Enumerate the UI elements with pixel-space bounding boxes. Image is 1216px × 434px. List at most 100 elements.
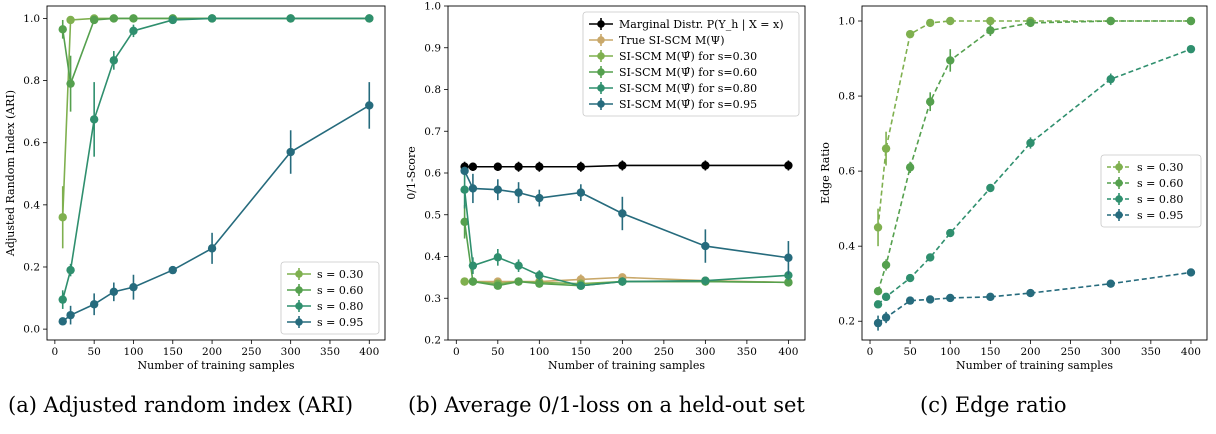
data-point — [468, 261, 478, 270]
legend-label: True SI-SCM M(Ψ) — [619, 34, 725, 47]
data-point — [986, 292, 995, 302]
series-line — [463, 221, 789, 287]
data-point — [1186, 268, 1196, 277]
data-point — [905, 29, 915, 39]
data-point — [1106, 279, 1115, 288]
y-tick-label: 1.0 — [838, 16, 855, 28]
data-point — [468, 184, 478, 193]
data-point — [109, 14, 119, 23]
data-point — [1186, 44, 1196, 54]
y-tick-label: 0.4 — [424, 251, 441, 263]
data-point — [89, 15, 99, 25]
x-tick-label: 150 — [571, 346, 591, 358]
chart-b-score: 0 50 100 150 200 250 300 350 400 0.2 0.3 0.4 0.5 0.6 0… — [405, 1, 806, 372]
data-point — [925, 253, 935, 262]
data-point — [535, 279, 544, 288]
x-tick-label: 250 — [241, 346, 261, 358]
y-axis-label: Adjusted Random Index (ARI) — [4, 90, 17, 257]
data-point — [881, 292, 891, 302]
data-point — [784, 271, 793, 280]
series-line — [61, 17, 370, 300]
y-tick-label: 0.9 — [424, 42, 441, 54]
data-point — [946, 293, 955, 303]
y-tick-label: 0.4 — [838, 241, 855, 253]
legend-marker — [295, 286, 303, 294]
data-point — [925, 97, 935, 106]
legend-box — [280, 261, 380, 335]
series-group — [460, 170, 793, 290]
data-point — [905, 296, 915, 305]
y-tick-label: 0.7 — [424, 126, 441, 138]
legend-label: SI-SCM M(Ψ̂) for s=0.95 — [619, 98, 757, 111]
series-group — [460, 273, 793, 287]
data-point — [129, 282, 138, 292]
data-point — [946, 16, 955, 26]
x-tick-label: 300 — [1101, 346, 1121, 358]
data-point — [784, 278, 793, 287]
y-tick-label: 0.2 — [838, 316, 855, 328]
data-point — [66, 79, 75, 88]
data-point — [784, 253, 793, 262]
data-point — [493, 185, 503, 194]
data-point — [109, 56, 119, 65]
legend-marker — [1115, 195, 1123, 203]
data-point — [535, 162, 544, 171]
series-group — [873, 44, 1196, 309]
data-point — [784, 161, 793, 170]
data-point — [460, 185, 469, 194]
y-tick-label: 0.4 — [23, 199, 40, 211]
data-point — [286, 14, 295, 23]
legend-marker — [1115, 163, 1123, 171]
legend-label: SI-SCM M(Ψ̂) for s=0.60 — [619, 66, 757, 79]
x-tick-label: 200 — [202, 346, 222, 358]
legend-label: s = 0.95 — [1137, 209, 1183, 222]
y-tick-label: 0.6 — [23, 137, 40, 149]
x-axis-label: Number of training samples — [956, 359, 1113, 372]
legend-marker — [597, 36, 605, 44]
data-point — [925, 18, 935, 28]
legend-label: s = 0.30 — [317, 268, 363, 281]
data-point — [576, 162, 586, 171]
data-point — [873, 318, 883, 328]
data-point — [925, 295, 935, 304]
y-axis-label: Edge Ratio — [819, 142, 832, 204]
legend-label: SI-SCM M(Ψ̂) for s=0.80 — [619, 82, 757, 95]
data-point — [168, 265, 177, 275]
x-tick-label: 0 — [52, 346, 59, 358]
data-point — [66, 15, 75, 25]
caption-b: (b) Average 0/1-loss on a held-out set — [408, 393, 805, 417]
data-point — [576, 281, 586, 290]
y-tick-label: 0.2 — [424, 335, 441, 347]
data-point — [514, 261, 523, 270]
y-tick-label: 0.8 — [424, 84, 441, 96]
y-tick-label: 1.0 — [23, 13, 40, 25]
x-tick-label: 350 — [737, 346, 757, 358]
data-point — [1106, 74, 1115, 84]
series-line — [877, 271, 1192, 324]
data-point — [701, 276, 710, 285]
data-point — [881, 144, 891, 153]
legend: s = 0.30 s = 0.60 s = 0.80 s = 0.95 — [1100, 154, 1202, 228]
y-tick-label: 1.0 — [424, 1, 441, 13]
y-tick-label: 0.8 — [23, 75, 40, 87]
legend-label: s = 0.95 — [317, 316, 363, 329]
data-point — [535, 193, 544, 203]
data-point — [514, 162, 523, 171]
data-point — [986, 183, 995, 193]
series-line — [463, 189, 789, 287]
data-point — [881, 260, 891, 270]
data-point — [89, 115, 99, 124]
data-point — [905, 163, 915, 172]
series-group — [58, 14, 374, 112]
legend-marker — [1115, 211, 1123, 219]
y-axis-label: 0/1-Score — [405, 146, 418, 200]
legend-box — [582, 11, 800, 117]
data-point — [460, 277, 469, 286]
series-group — [58, 14, 374, 309]
data-point — [1106, 16, 1115, 26]
data-point — [493, 162, 503, 171]
data-point — [1186, 16, 1196, 26]
x-tick-label: 300 — [281, 346, 301, 358]
x-tick-label: 50 — [903, 346, 916, 358]
legend-label: s = 0.60 — [317, 284, 363, 297]
